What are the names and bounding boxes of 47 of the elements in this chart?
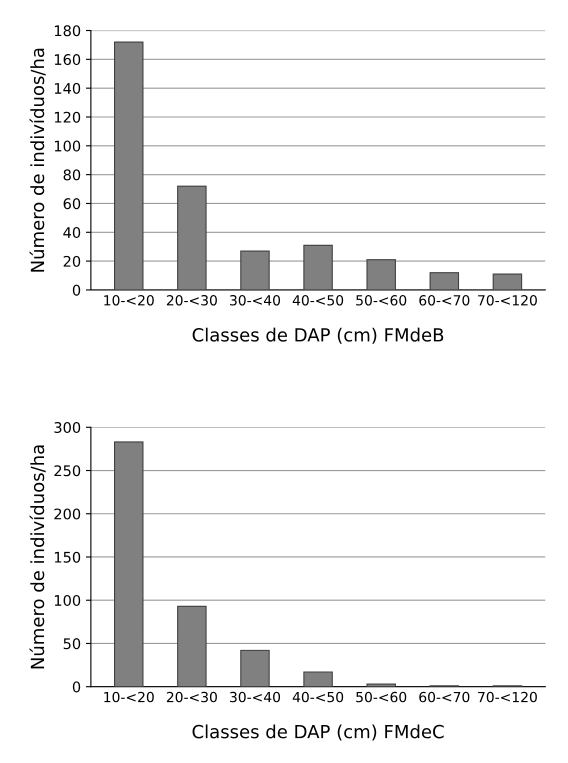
y-tick-label: 250 <box>54 465 80 476</box>
x-axis-title: Classes de DAP (cm) FMdeC <box>192 724 444 741</box>
x-tick-label: 30-<40 <box>230 692 280 702</box>
x-tick-label: 70-<120 <box>478 295 537 306</box>
y-tick-label: 180 <box>54 25 80 36</box>
bar <box>303 671 333 687</box>
y-tick-label: 120 <box>54 112 80 123</box>
bar <box>114 41 144 290</box>
bar <box>366 684 396 687</box>
y-axis-title: Número de indivíduos/ha <box>30 48 46 272</box>
y-tick-label: 80 <box>64 169 80 180</box>
bar <box>240 250 270 290</box>
x-tick-label: 10-<20 <box>104 295 154 306</box>
y-tick-label: 300 <box>54 422 80 434</box>
y-tick-label: 150 <box>54 552 80 563</box>
x-axis-title: Classes de DAP (cm) FMdeB <box>192 328 444 344</box>
y-tick-label: 100 <box>54 594 80 606</box>
x-tick-label: 20-<30 <box>166 295 217 306</box>
x-tick-label: 40-<50 <box>292 295 344 306</box>
x-tick-label: 10-<20 <box>104 692 154 702</box>
bar <box>240 650 270 687</box>
y-tick-label: 100 <box>54 140 80 152</box>
y-tick-label: 20 <box>64 256 80 267</box>
x-tick-label: 70-<120 <box>478 692 537 702</box>
x-tick-label: 50-<60 <box>356 295 406 306</box>
bar <box>303 244 333 290</box>
x-tick-label: 60-<70 <box>419 295 470 306</box>
y-tick-label: 140 <box>54 82 80 94</box>
y-tick-label: 0 <box>72 284 80 296</box>
bar <box>430 272 460 290</box>
bar <box>492 274 522 290</box>
x-tick-label: 60-<70 <box>419 692 470 702</box>
y-tick-label: 200 <box>54 508 80 520</box>
bar <box>114 441 144 687</box>
x-tick-label: 40-<50 <box>292 692 344 702</box>
bar <box>177 606 207 687</box>
bar <box>177 186 207 290</box>
y-tick-label: 50 <box>64 638 80 650</box>
bar <box>366 259 396 290</box>
x-tick-label: 50-<60 <box>356 692 406 702</box>
x-tick-label: 20-<30 <box>166 692 217 702</box>
y-tick-label: 160 <box>54 54 80 66</box>
x-tick-label: 30-<40 <box>230 295 280 306</box>
y-tick-label: 60 <box>64 198 80 210</box>
y-tick-label: 0 <box>72 681 80 692</box>
y-tick-label: 40 <box>63 227 80 238</box>
y-axis-title: Número de indivíduos/ha <box>30 445 46 668</box>
